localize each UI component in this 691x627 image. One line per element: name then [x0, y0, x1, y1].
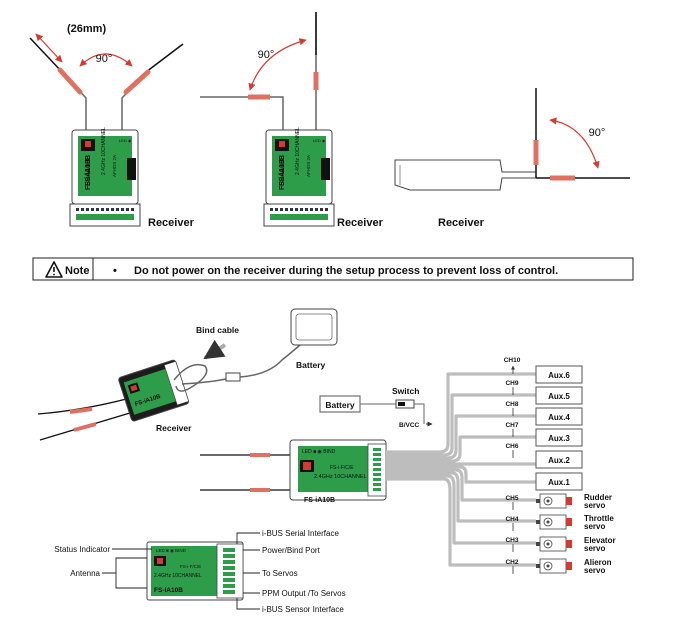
note-text: Do not power on the receiver during the …: [134, 265, 558, 277]
angle-label-3: 90°: [589, 127, 606, 139]
aux6-label: Aux.6: [548, 371, 570, 380]
status-indicator-label: Status Indicator: [54, 545, 110, 554]
bind-receiver-label: Receiver: [156, 423, 192, 433]
rudder-servo-line2: servo: [584, 501, 605, 510]
angle-label-2: 90°: [258, 49, 275, 61]
note-bar: [32, 257, 634, 281]
alieron-servo-line2: servo: [584, 566, 605, 575]
elevator-servo-line2: servo: [584, 544, 605, 553]
ch5-label: CH5: [505, 495, 518, 502]
receiver-3-illustration: [394, 88, 630, 191]
ch10-label: CH10: [504, 357, 521, 364]
ch7-label: CH7: [505, 422, 518, 429]
to-servos-label: To Servos: [262, 569, 298, 578]
module-name-1: FS-iA10B: [85, 155, 92, 186]
warning-icon: [45, 261, 63, 278]
module-name-2: FS-iA10B: [279, 155, 286, 186]
ppm-output-label: PPM Output /To Servos: [262, 589, 346, 598]
ch8-label: CH8: [505, 401, 518, 408]
alieron-servo-line1: Alieron: [584, 558, 612, 567]
throttle-servo-line2: servo: [584, 522, 605, 531]
antenna-label: Antenna: [70, 569, 100, 578]
rudder-servo-line1: Rudder: [584, 493, 612, 502]
aux2-label: Aux.2: [548, 456, 570, 465]
ch2-label: CH2: [505, 559, 518, 566]
aux5-label: Aux.5: [548, 392, 570, 401]
throttle-servo-line1: Throttle: [584, 514, 614, 523]
wiring-battery-label: Battery: [325, 400, 355, 410]
svg-text:2.4GHz 10CHANNEL: 2.4GHz 10CHANNEL: [154, 573, 202, 579]
bind-illustration: FS-iA10B: [37, 308, 338, 441]
aux1-label: Aux.1: [548, 478, 570, 487]
receiver-label-1: Receiver: [148, 217, 195, 229]
angle-label-1: 90°: [96, 53, 113, 65]
ibus-sensor-label: i-BUS Sensor Interface: [262, 605, 344, 614]
bind-cable-label: Bind cable: [196, 325, 239, 335]
note-bullet: •: [113, 265, 117, 277]
elevator-servo-line1: Elevator: [584, 536, 616, 545]
receiver-label-2: Receiver: [337, 217, 384, 229]
ch4-label: CH4: [505, 516, 518, 523]
svg-text:FS-iA10B: FS-iA10B: [154, 587, 183, 594]
receiver-2-illustration: [200, 12, 335, 227]
aux4-label: Aux.4: [548, 413, 570, 422]
svg-text:FS-i·F/C/E: FS-i·F/C/E: [180, 564, 201, 569]
switch-label: Switch: [392, 386, 419, 396]
bind-battery-label: Battery: [296, 360, 326, 370]
note-label: Note: [65, 265, 89, 277]
ch6-label: CH6: [505, 443, 518, 450]
ch9-label: CH9: [505, 380, 518, 387]
ibus-serial-label: i-BUS Serial Interface: [262, 529, 339, 538]
wiring-illustration: FS-iA10B: [200, 365, 583, 574]
bvcc-label: B/VCC: [399, 422, 420, 429]
antenna-length-label: (26mm): [67, 23, 106, 35]
ch3-label: CH3: [505, 537, 518, 544]
svg-text:LED ■ ◉ BIND: LED ■ ◉ BIND: [156, 548, 187, 553]
port-legend-illustration: LED ■ ◉ BIND FS-i·F/C/E 2.4GHz 10CHANNEL…: [102, 532, 260, 610]
svg-text:FS-iA10B: FS-iA10B: [304, 497, 335, 504]
receiver-label-3: Receiver: [438, 217, 485, 229]
power-bind-label: Power/Bind Port: [262, 546, 321, 555]
receiver-1-illustration: [29, 33, 184, 227]
aux3-label: Aux.3: [548, 434, 570, 443]
